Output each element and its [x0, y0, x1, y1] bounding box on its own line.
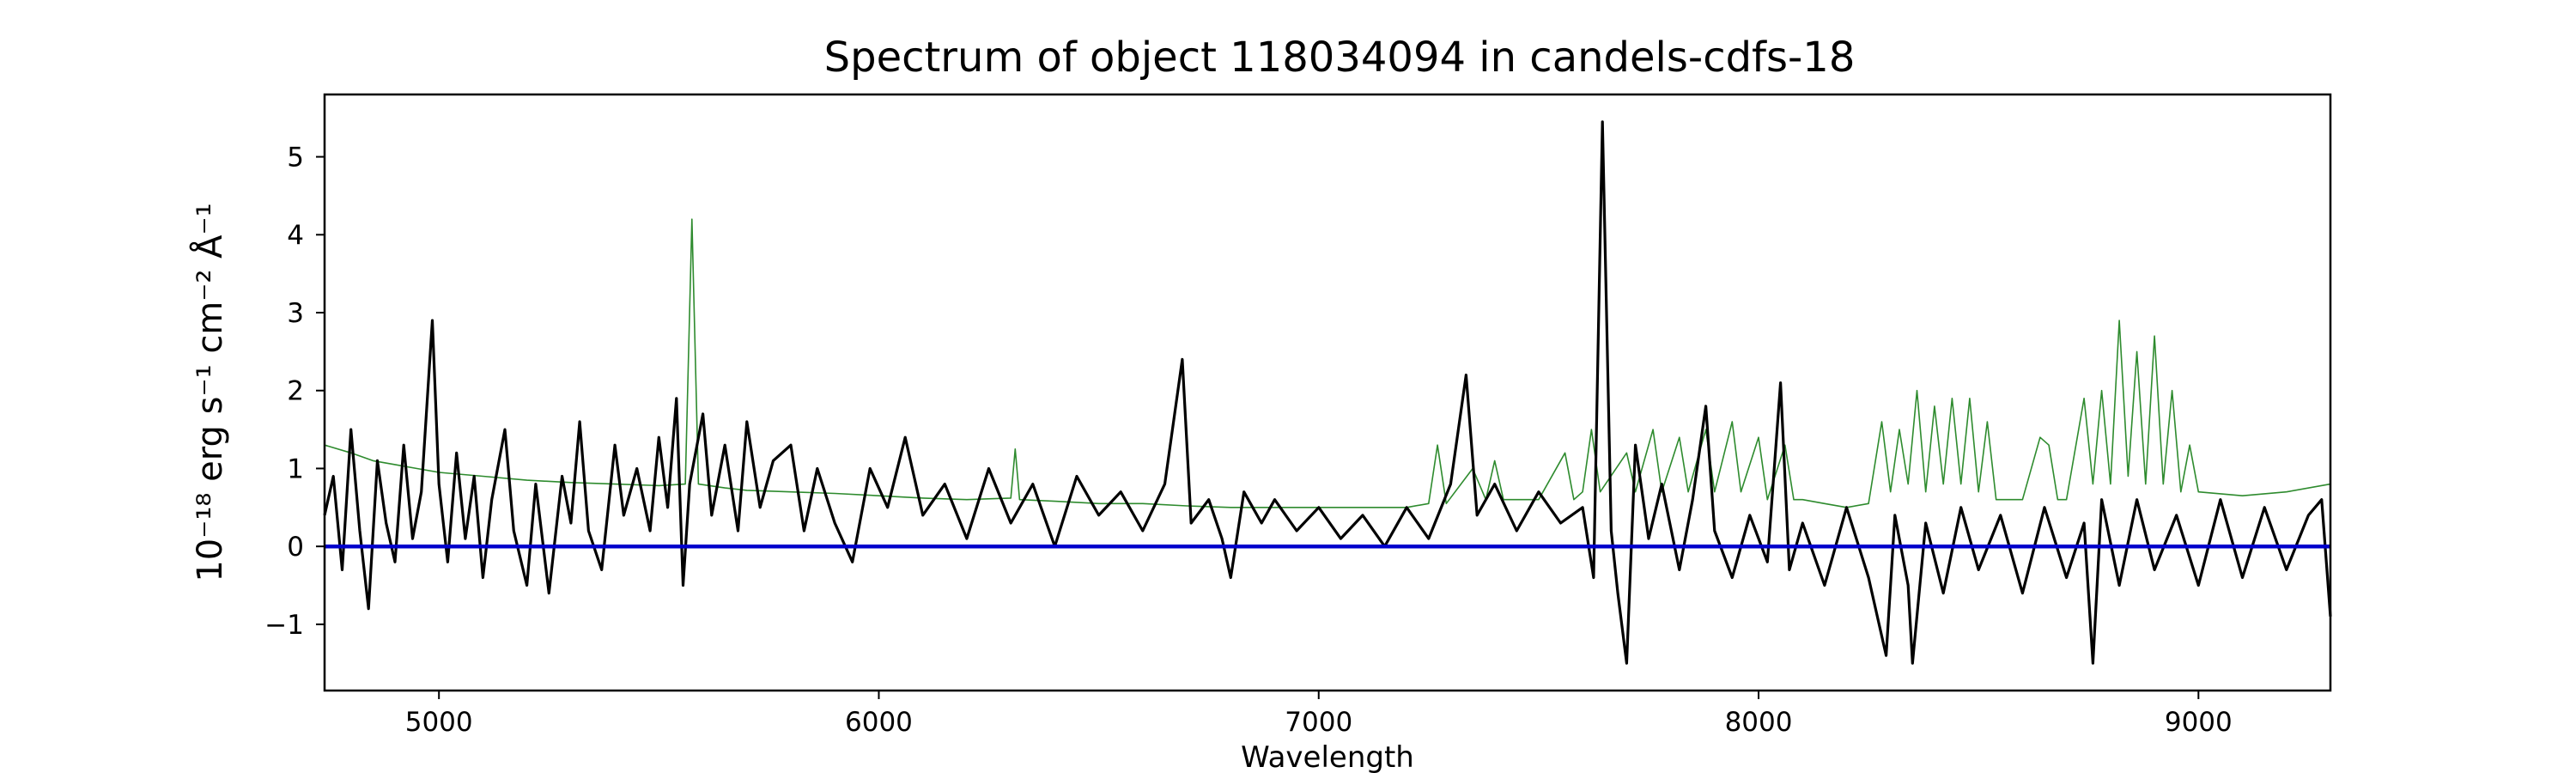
plot-frame [323, 93, 2332, 692]
x-tick-label: 5000 [405, 707, 473, 738]
x-axis: 5000 6000 7000 8000 9000 [405, 691, 2233, 738]
x-axis-label: Wavelength [1241, 740, 1414, 773]
y-tick-label: 2 [287, 376, 304, 407]
plot-area [323, 120, 2332, 665]
y-tick-label: −1 [264, 610, 304, 641]
y-tick-label: 5 [287, 143, 304, 173]
flux-series-line [323, 120, 2332, 665]
x-tick-label: 9000 [2165, 707, 2233, 738]
x-tick-label: 7000 [1285, 707, 1352, 738]
noise-series-line [324, 218, 2331, 508]
y-tick-label: 1 [287, 453, 304, 484]
chart-title: Spectrum of object 118034094 in candels-… [824, 33, 1856, 82]
y-tick-label: 0 [287, 532, 304, 563]
y-axis: −1 0 1 2 3 4 5 [264, 143, 325, 641]
y-tick-label: 3 [287, 298, 304, 329]
x-tick-label: 6000 [845, 707, 913, 738]
y-tick-label: 4 [287, 220, 304, 251]
x-tick-label: 8000 [1725, 707, 1793, 738]
y-axis-label: 10⁻¹⁸ erg s⁻¹ cm⁻² Å⁻¹ [189, 203, 230, 581]
